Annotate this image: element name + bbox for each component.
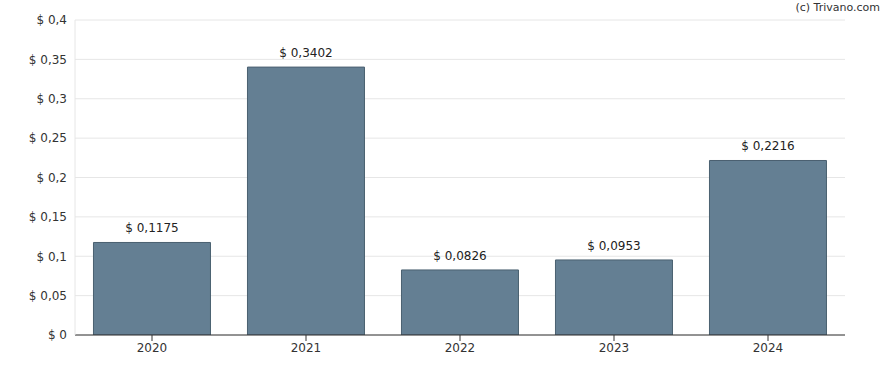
svg-text:2024: 2024 <box>753 341 784 355</box>
svg-text:2022: 2022 <box>445 341 476 355</box>
svg-text:2020: 2020 <box>137 341 168 355</box>
svg-text:$ 0,35: $ 0,35 <box>29 53 67 67</box>
html-text:(c) Trivano.com: (c) Trivano.com <box>795 1 880 14</box>
svg-text:$ 0,3: $ 0,3 <box>36 92 67 106</box>
svg-text:$ 0,0826: $ 0,0826 <box>433 249 486 263</box>
svg-text:2023: 2023 <box>599 341 630 355</box>
svg-text:$ 0,1175: $ 0,1175 <box>125 221 178 235</box>
svg-text:$ 0,1: $ 0,1 <box>36 250 67 264</box>
svg-text:$ 0,15: $ 0,15 <box>29 210 67 224</box>
svg-text:$ 0: $ 0 <box>48 328 67 342</box>
svg-text:$ 0,05: $ 0,05 <box>29 289 67 303</box>
svg-text:$ 0,3402: $ 0,3402 <box>279 46 332 60</box>
svg-text:$ 0,4: $ 0,4 <box>36 13 67 27</box>
svg-text:2021: 2021 <box>291 341 322 355</box>
svg-text:$ 0,0953: $ 0,0953 <box>587 239 640 253</box>
svg-text:$ 0,2: $ 0,2 <box>36 171 67 185</box>
svg-text:$ 0,2216: $ 0,2216 <box>741 139 794 153</box>
svg-text:$ 0,25: $ 0,25 <box>29 131 67 145</box>
